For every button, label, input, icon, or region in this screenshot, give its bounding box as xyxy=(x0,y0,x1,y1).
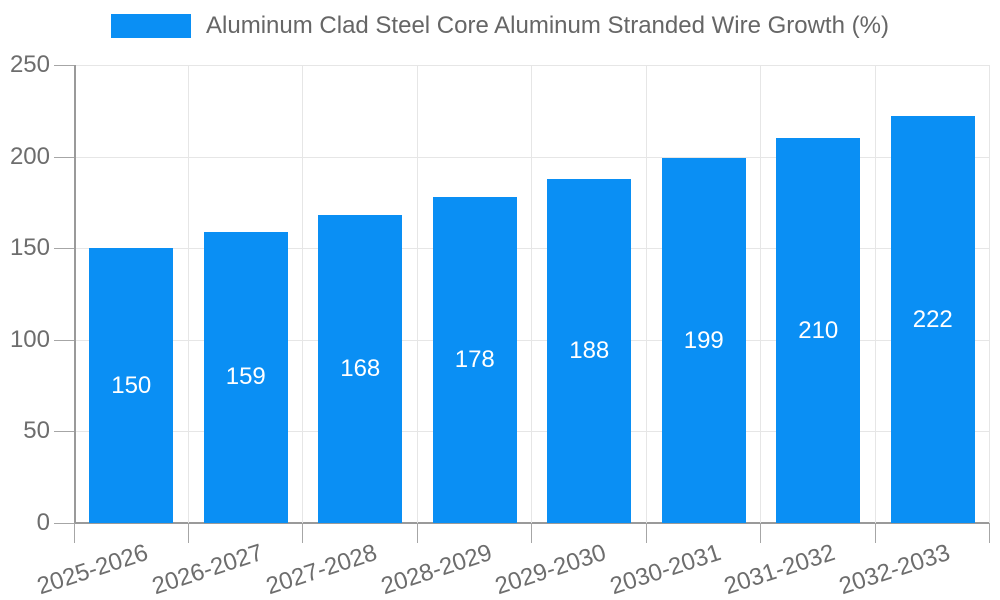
y-tick-mark xyxy=(54,339,74,341)
bar-value-label: 210 xyxy=(798,316,839,344)
y-tick-mark xyxy=(54,65,74,66)
gridline-horizontal xyxy=(74,431,990,433)
bar-value-label: 199 xyxy=(683,326,724,354)
gridline-horizontal xyxy=(74,156,990,158)
y-tick-label: 50 xyxy=(23,417,50,445)
bar-value-label: 222 xyxy=(912,305,953,333)
y-tick-label: 250 xyxy=(9,51,50,78)
legend-item[interactable]: Aluminum Clad Steel Core Aluminum Strand… xyxy=(111,12,889,40)
bar[interactable] xyxy=(661,158,746,523)
bar[interactable] xyxy=(318,215,403,523)
y-tick-label: 200 xyxy=(9,142,50,170)
x-tick-mark xyxy=(760,523,761,543)
bar[interactable] xyxy=(432,196,517,523)
bar-value-label: 150 xyxy=(111,371,152,399)
x-tick-mark xyxy=(187,523,189,543)
gridline-vertical xyxy=(760,65,761,523)
gridline-vertical xyxy=(187,65,189,523)
gridline-vertical xyxy=(416,65,418,523)
bar[interactable] xyxy=(890,116,975,523)
bar-value-label: 168 xyxy=(340,355,381,383)
x-tick-mark xyxy=(74,523,75,543)
gridline-vertical xyxy=(302,65,303,523)
x-tick-mark xyxy=(874,523,876,543)
legend: Aluminum Clad Steel Core Aluminum Strand… xyxy=(0,12,1000,40)
y-tick-mark xyxy=(54,523,74,524)
plot-area: 0 50 100 150 200 250 150 2025-2026 159 2026-2027 1… xyxy=(10,51,990,600)
x-axis-line xyxy=(74,522,990,524)
y-tick-mark xyxy=(54,156,74,158)
y-tick-label: 0 xyxy=(36,509,50,536)
x-tick-mark xyxy=(416,523,418,543)
bar-value-label: 159 xyxy=(225,363,266,391)
y-axis-line xyxy=(74,65,76,523)
legend-swatch xyxy=(111,14,192,38)
gridline-vertical xyxy=(645,65,647,523)
y-tick-mark xyxy=(54,248,74,250)
bar[interactable] xyxy=(776,138,861,523)
y-tick-label: 100 xyxy=(9,325,50,353)
gridline-vertical xyxy=(989,65,990,523)
bar[interactable] xyxy=(547,178,632,523)
x-tick-mark xyxy=(645,523,647,543)
gridline-horizontal xyxy=(74,248,990,250)
legend-label: Aluminum Clad Steel Core Aluminum Strand… xyxy=(206,12,889,39)
y-tick-mark xyxy=(54,431,74,433)
x-tick-mark xyxy=(531,523,532,543)
bar[interactable] xyxy=(89,248,174,523)
gridline-vertical xyxy=(531,65,532,523)
gridline-horizontal xyxy=(74,339,990,341)
bar-value-label: 188 xyxy=(569,336,610,364)
x-tick-mark xyxy=(302,523,303,543)
bar[interactable] xyxy=(203,231,288,523)
bar-value-label: 178 xyxy=(454,345,495,373)
gridline-horizontal xyxy=(74,65,990,66)
y-tick-label: 150 xyxy=(9,234,50,262)
x-tick-mark xyxy=(989,523,990,543)
gridline-vertical xyxy=(874,65,876,523)
